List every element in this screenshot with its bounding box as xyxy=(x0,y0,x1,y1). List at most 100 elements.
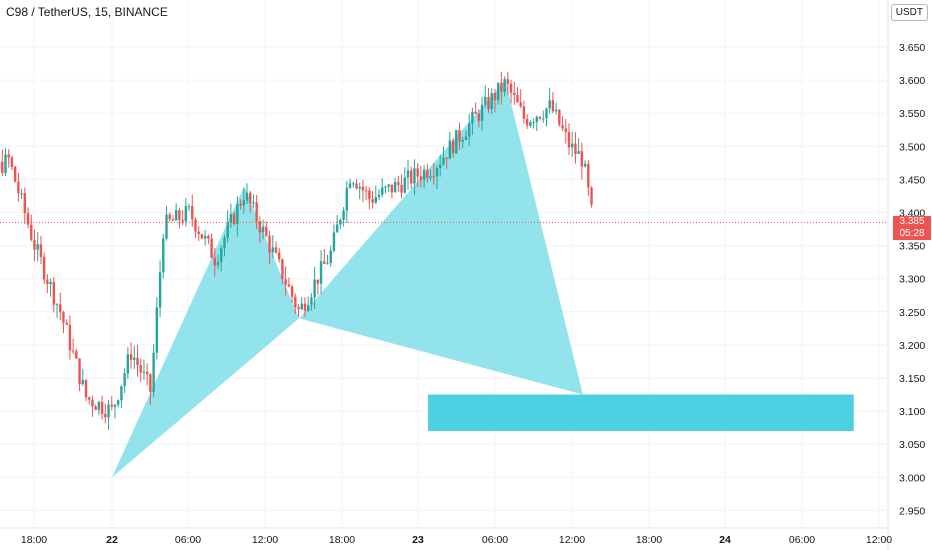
x-tick-label: 06:00 xyxy=(175,534,201,546)
candle-body xyxy=(59,304,62,313)
candle-body xyxy=(397,181,400,185)
candle-body xyxy=(435,168,439,177)
price-axis[interactable]: 3.6503.6003.5503.5003.4503.4003.3503.300… xyxy=(899,42,925,517)
candle-body xyxy=(94,406,97,410)
candle-body xyxy=(342,210,345,221)
candle-body xyxy=(149,374,152,392)
candle-body xyxy=(429,176,432,178)
y-tick-label: 3.500 xyxy=(899,141,925,153)
candle-body xyxy=(181,219,184,222)
candle-body xyxy=(245,192,249,201)
candle-body xyxy=(422,169,426,180)
candle-body xyxy=(390,184,394,193)
candle-body xyxy=(110,404,113,407)
candle-body xyxy=(400,184,403,193)
candle-body xyxy=(178,210,181,220)
candle-body xyxy=(55,304,59,306)
candle-body xyxy=(332,232,336,251)
candle-body xyxy=(294,296,297,308)
candle-body xyxy=(17,181,20,194)
candle-body xyxy=(529,122,532,126)
candle-body xyxy=(10,157,14,167)
candle-body xyxy=(535,116,538,122)
candle-body xyxy=(348,183,352,188)
candle-body xyxy=(265,226,268,236)
candle-body xyxy=(158,272,162,308)
candle-body xyxy=(232,214,236,224)
candle-body xyxy=(538,116,542,119)
y-tick-label: 3.100 xyxy=(899,406,925,418)
candle-body xyxy=(484,96,487,105)
x-tick-label: 12:00 xyxy=(252,534,278,546)
candle-body xyxy=(126,354,130,374)
candle-body xyxy=(203,235,207,239)
candle-body xyxy=(290,286,294,297)
candle-body xyxy=(39,244,43,257)
candle-body xyxy=(104,413,107,418)
candle-body xyxy=(345,187,349,211)
candle-body xyxy=(335,224,339,233)
candle-body xyxy=(519,102,522,107)
candle-body xyxy=(71,350,75,352)
candle-body xyxy=(323,261,326,264)
x-tick-label: 18:00 xyxy=(636,534,662,546)
candle-body xyxy=(75,351,78,359)
candle-body xyxy=(490,93,493,109)
candle-body xyxy=(319,261,323,284)
candle-body xyxy=(13,166,17,182)
candle-body xyxy=(36,244,39,250)
candle-body xyxy=(583,163,587,167)
candle-body xyxy=(381,187,384,195)
candle-body xyxy=(554,109,558,112)
candle-body xyxy=(81,379,84,385)
candle-body xyxy=(500,82,503,92)
candle-body xyxy=(142,371,146,373)
candle-body xyxy=(7,154,10,158)
candle-body xyxy=(113,404,117,407)
candle-body xyxy=(384,186,387,188)
candle-body xyxy=(213,257,216,266)
x-tick-label: 06:00 xyxy=(482,534,508,546)
candle-body xyxy=(368,190,371,200)
candle-body xyxy=(480,104,484,121)
candle-body xyxy=(261,226,265,233)
candle-body xyxy=(184,206,188,222)
candle-body xyxy=(413,168,416,184)
candle-body xyxy=(545,108,548,119)
candle-body xyxy=(271,247,274,253)
candle-body xyxy=(471,111,474,124)
candle-body xyxy=(239,203,242,206)
candle-body xyxy=(165,214,168,239)
y-tick-label: 3.600 xyxy=(899,75,925,87)
time-axis[interactable]: 18:00 22 06:00 12:00 18:00 23 06:00 12:00 18:00 2… xyxy=(21,534,892,546)
candle-body xyxy=(191,206,194,220)
x-tick-label: 18:00 xyxy=(21,534,47,546)
candle-body xyxy=(207,235,210,239)
candle-body xyxy=(532,121,535,123)
pattern-triangle-bcd xyxy=(299,80,583,395)
currency-button[interactable]: USDT xyxy=(890,4,928,21)
candle-body xyxy=(129,354,133,360)
candle-body xyxy=(564,128,567,133)
candle-body xyxy=(52,281,55,305)
candle-body xyxy=(474,111,477,114)
candle-body xyxy=(371,199,374,203)
x-tick-label: 23 xyxy=(412,534,424,546)
y-tick-label: 3.250 xyxy=(899,307,925,319)
candle-body xyxy=(200,234,204,239)
candle-body xyxy=(226,222,229,238)
candle-body xyxy=(258,221,262,233)
candle-body xyxy=(374,197,377,203)
candle-body xyxy=(26,213,30,225)
candle-body xyxy=(358,186,361,189)
candle-body xyxy=(252,202,255,204)
candle-body xyxy=(455,130,458,154)
candle-body xyxy=(339,220,342,225)
candle-body xyxy=(49,281,52,284)
candle-body xyxy=(139,365,142,373)
candle-body xyxy=(120,385,123,401)
candle-body xyxy=(458,130,461,142)
chart-title: C98 / TetherUS, 15, BINANCE xyxy=(6,5,168,19)
y-tick-label: 2.950 xyxy=(899,505,925,517)
